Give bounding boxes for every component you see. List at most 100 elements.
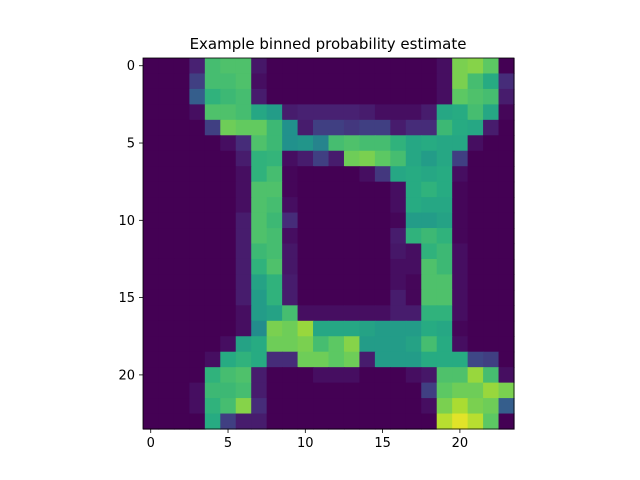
heatmap-cell	[483, 119, 500, 136]
heatmap-cell	[498, 336, 515, 353]
heatmap-cell	[390, 413, 407, 430]
heatmap-cell	[313, 305, 330, 322]
heatmap-cell	[498, 58, 515, 75]
heatmap-cell	[235, 150, 252, 167]
heatmap-cell	[436, 413, 453, 430]
heatmap-cell	[452, 382, 469, 399]
heatmap-cell	[359, 104, 376, 121]
heatmap-cell	[266, 382, 283, 399]
heatmap-cell	[328, 351, 345, 368]
heatmap-cell	[498, 73, 515, 90]
heatmap-cell	[374, 289, 391, 306]
heatmap-cell	[220, 398, 237, 415]
heatmap-cell	[467, 305, 484, 322]
heatmap-cell	[143, 398, 160, 415]
heatmap-cell	[251, 274, 268, 291]
heatmap-cell	[282, 228, 299, 245]
heatmap-cell	[328, 382, 345, 399]
heatmap-cell	[374, 73, 391, 90]
heatmap-cell	[220, 212, 237, 229]
heatmap-cell	[374, 413, 391, 430]
heatmap-cell	[343, 166, 361, 183]
heatmap-cell	[374, 150, 391, 167]
heatmap-cell	[173, 212, 190, 229]
heatmap-cell	[235, 367, 252, 384]
heatmap-cell	[328, 336, 345, 353]
heatmap-cell	[343, 274, 361, 291]
heatmap-cell	[359, 320, 376, 337]
heatmap-cell	[436, 228, 453, 245]
heatmap-cell	[204, 413, 221, 430]
heatmap-cell	[483, 305, 500, 322]
heatmap-cell	[266, 274, 283, 291]
heatmap-cell	[421, 181, 438, 198]
heatmap-cell	[328, 73, 345, 90]
heatmap-cell	[297, 104, 314, 121]
heatmap-cell	[405, 243, 422, 260]
heatmap-cell	[483, 104, 500, 121]
heatmap-cell	[189, 197, 206, 214]
heatmap-cell	[405, 274, 422, 291]
heatmap-cell	[390, 73, 407, 90]
heatmap-cell	[467, 166, 484, 183]
heatmap-cell	[467, 228, 484, 245]
heatmap-cell	[313, 274, 330, 291]
heatmap-cell	[282, 289, 299, 306]
heatmap-cell	[158, 197, 175, 214]
heatmap-cell	[452, 58, 469, 75]
heatmap-cell	[374, 382, 391, 399]
heatmap-cell	[143, 305, 160, 322]
heatmap-cell	[483, 228, 500, 245]
heatmap-cell	[158, 413, 175, 430]
x-tick-label: 5	[224, 436, 232, 451]
heatmap-cell	[143, 320, 160, 337]
heatmap-cell	[405, 88, 422, 105]
heatmap-cell	[173, 135, 190, 152]
heatmap-cell	[235, 320, 252, 337]
y-tick-label: 20	[118, 368, 135, 383]
heatmap-cell	[282, 119, 299, 136]
heatmap-cell	[328, 212, 345, 229]
y-axis: 0 5 10 15 20	[118, 59, 143, 383]
heatmap-cell	[313, 228, 330, 245]
heatmap-cell	[467, 258, 484, 276]
heatmap-cell	[390, 258, 407, 276]
heatmap-cell	[343, 150, 361, 167]
heatmap-cell	[467, 382, 484, 399]
heatmap-cell	[282, 305, 299, 322]
heatmap-cell	[251, 166, 268, 183]
heatmap-cell	[235, 88, 252, 105]
heatmap-cell	[235, 228, 252, 245]
heatmap-cell	[235, 274, 252, 291]
heatmap-cell	[204, 88, 221, 105]
heatmap-cell	[405, 413, 422, 430]
heatmap-cell	[390, 58, 407, 75]
heatmap-cell	[374, 305, 391, 322]
heatmap-cell	[467, 73, 484, 90]
heatmap-cell	[343, 58, 361, 75]
heatmap-cell	[173, 289, 190, 306]
heatmap-cell	[282, 135, 299, 152]
heatmap-cell	[297, 274, 314, 291]
heatmap-cell	[421, 150, 438, 167]
heatmap-cell	[220, 73, 237, 90]
heatmap-cell	[173, 367, 190, 384]
heatmap-cell	[297, 181, 314, 198]
heatmap-cell	[297, 58, 314, 75]
heatmap-cell	[313, 181, 330, 198]
heatmap-cell	[313, 197, 330, 214]
heatmap-cell	[405, 135, 422, 152]
heatmap-cell	[266, 104, 283, 121]
heatmap-cell	[204, 274, 221, 291]
heatmap-cell	[405, 119, 422, 136]
heatmap-cell	[266, 289, 283, 306]
heatmap-cell	[390, 320, 407, 337]
heatmap-cell	[374, 135, 391, 152]
heatmap-cell	[467, 367, 484, 384]
heatmap-cell	[405, 181, 422, 198]
heatmap-cell	[405, 197, 422, 214]
heatmap-cell	[266, 58, 283, 75]
heatmap-cell	[251, 382, 268, 399]
heatmap-cell	[483, 320, 500, 337]
heatmap-cell	[374, 228, 391, 245]
